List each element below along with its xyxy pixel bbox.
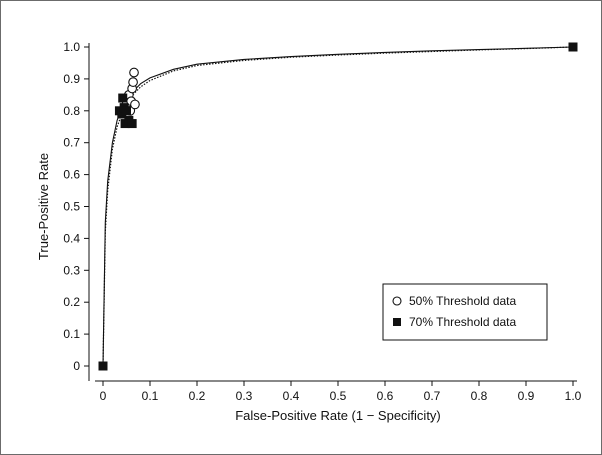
y-tick-label: 0.9 (63, 72, 80, 86)
point-70-threshold (117, 109, 127, 119)
x-tick-label: 0.2 (189, 389, 206, 403)
data-points (98, 42, 578, 371)
legend-label-70: 70% Threshold data (409, 315, 517, 329)
x-axis-title: False-Positive Rate (1 − Specificity) (235, 408, 441, 423)
point-50-threshold (129, 67, 139, 78)
y-tick-label: 1.0 (63, 40, 80, 54)
fit-curve-70 (102, 46, 574, 367)
x-ticks: 0 0.1 0.2 0.3 0.4 0.5 0.6 0.7 0.8 0.9 1.0 (100, 381, 582, 403)
legend-filled-square-icon (393, 318, 401, 326)
x-tick-label: 1.0 (565, 389, 582, 403)
y-tick-label: 0 (73, 359, 80, 373)
legend-box (382, 283, 548, 341)
x-tick-label: 0.3 (236, 389, 253, 403)
legend-open-circle-icon (392, 296, 402, 306)
x-tick-label: 0.7 (424, 389, 441, 403)
x-tick-label: 0.4 (283, 389, 300, 403)
x-tick-label: 0.1 (142, 389, 159, 403)
point-70-threshold (127, 119, 137, 129)
y-tick-label: 0.3 (63, 263, 80, 277)
y-ticks: 0 0.1 0.2 0.3 0.4 0.5 0.6 0.7 0.8 0.9 1.0 (63, 40, 89, 373)
point-50-threshold (128, 77, 138, 87)
y-tick-label: 0.5 (63, 200, 80, 214)
y-tick-label: 0.2 (63, 295, 80, 309)
x-tick-label: 0.9 (518, 389, 535, 403)
point-70-threshold (118, 93, 128, 103)
y-tick-label: 0.7 (63, 136, 80, 150)
y-tick-label: 0.6 (63, 168, 80, 182)
x-tick-label: 0.6 (377, 389, 394, 403)
y-tick-label: 0.8 (63, 104, 80, 118)
fitted-curves (102, 46, 574, 367)
legend-label-50: 50% Threshold data (409, 294, 517, 308)
y-tick-label: 0.4 (63, 231, 80, 245)
point-70-threshold (568, 42, 578, 52)
point-70-threshold (98, 361, 108, 371)
point-70-threshold (122, 106, 131, 116)
axes: 0 0.1 0.2 0.3 0.4 0.5 0.6 0.7 0.8 0.9 1.0 00.10.20… (63, 40, 581, 403)
y-tick-label: 0.1 (63, 327, 80, 341)
y-axis-title: True-Positive Rate (36, 153, 51, 260)
x-tick-label: 0.5 (330, 389, 347, 403)
legend: 50% Threshold data 70% Threshold data (382, 283, 548, 341)
x-tick-label: 0 (100, 389, 107, 403)
point-50-threshold (130, 99, 140, 110)
x-tick-label: 0.8 (471, 389, 488, 403)
